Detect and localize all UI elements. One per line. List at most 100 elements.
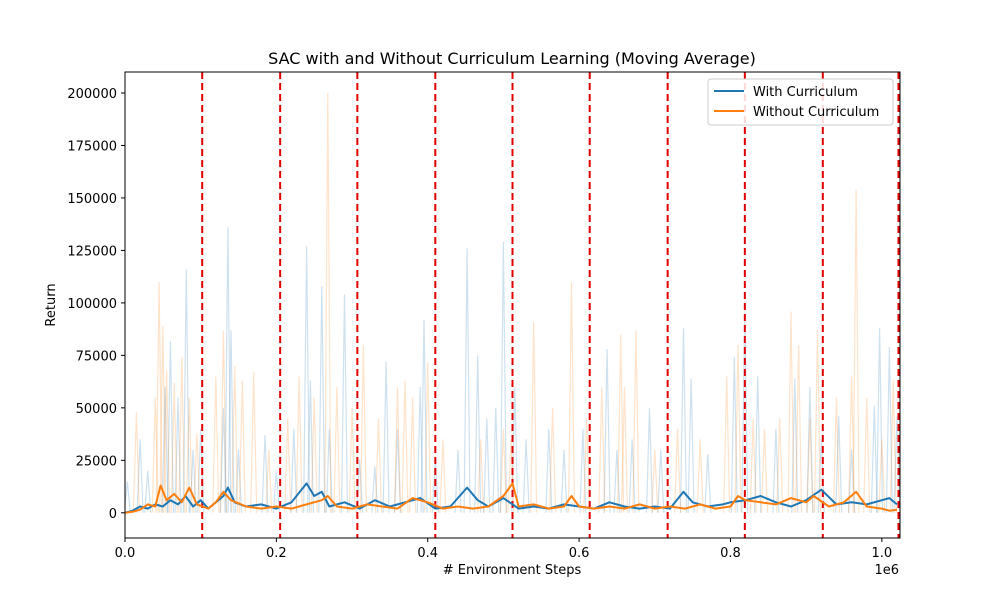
raw-peak-0-46	[704, 453, 712, 513]
raw-peak-0-39	[603, 349, 611, 513]
raw-peak-1-27	[439, 439, 447, 513]
raw-peak-0-36	[545, 428, 553, 513]
x-tick-label-0: 0.0	[115, 546, 136, 561]
raw-peak-0-55	[848, 449, 856, 513]
y-tick-label-3: 75000	[76, 349, 117, 364]
raw-peak-1-51	[832, 397, 840, 513]
raw-peak-1-39	[651, 449, 659, 513]
raw-peak-1-13	[250, 372, 258, 513]
raw-peak-1-22	[374, 418, 383, 513]
raw-peak-1-6	[178, 357, 186, 513]
raw-peak-1-45	[760, 428, 769, 513]
raw-peak-0-28	[454, 449, 462, 513]
raw-peak-1-43	[734, 344, 742, 513]
raw-peak-1-31	[530, 321, 538, 513]
raw-peak-0-32	[492, 407, 500, 513]
raw-peak-1-18	[324, 92, 332, 513]
raw-peak-1-47	[787, 311, 795, 513]
raw-peak-1-35	[598, 386, 606, 513]
raw-peak-1-32	[549, 407, 557, 513]
raw-peak-0-57	[876, 328, 884, 513]
moving-average-layer	[125, 482, 898, 514]
raw-peak-0-19	[325, 428, 333, 513]
raw-peak-0-17	[306, 380, 314, 513]
raw-peak-1-56	[889, 380, 897, 513]
legend-label-with-curriculum: With Curriculum	[753, 85, 858, 100]
y-tick-label-0: 0	[109, 507, 117, 522]
legend-label-without-curriculum: Without Curriculum	[753, 105, 879, 120]
raw-peak-0-44	[679, 328, 688, 513]
raw-peak-0-41	[628, 439, 636, 513]
raw-peak-0-5	[174, 397, 182, 513]
raw-peak-0-52	[806, 386, 814, 513]
y-tick-label-1: 25000	[76, 454, 117, 469]
raw-peak-1-21	[359, 344, 367, 513]
raw-peak-0-9	[219, 407, 227, 513]
raw-peak-0-48	[741, 313, 749, 513]
raw-peak-0-24	[393, 428, 402, 513]
raw-peak-0-33	[499, 241, 507, 513]
raw-peak-1-12	[238, 380, 246, 513]
x-axis-label: # Environment Steps	[443, 563, 582, 578]
raw-peak-0-12	[234, 449, 243, 513]
raw-peak-0-6	[182, 269, 190, 513]
raw-peak-1-0	[132, 412, 140, 513]
raw-peak-0-31	[483, 418, 491, 513]
raw-peak-0-16	[303, 246, 311, 513]
raw-peak-0-22	[371, 466, 379, 513]
raw-peak-1-4	[163, 370, 171, 513]
raw-peak-1-23	[393, 386, 402, 513]
raw-peak-0-47	[730, 357, 738, 513]
raw-peak-1-52	[848, 376, 856, 513]
raw-peak-1-8	[193, 432, 201, 513]
x-tick-label-3: 0.6	[569, 546, 590, 561]
raw-peak-0-49	[754, 376, 762, 513]
raw-peak-0-3	[161, 386, 169, 513]
plot-frame	[124, 71, 901, 539]
raw-peak-0-43	[657, 449, 665, 513]
raw-peak-1-14	[265, 449, 273, 513]
raw-peak-1-9	[212, 376, 220, 513]
raw-peak-1-20	[348, 407, 356, 513]
raw-peak-0-2	[144, 470, 152, 513]
raw-peak-0-25	[416, 386, 424, 513]
raw-peak-1-19	[333, 386, 341, 513]
raw-peak-1-11	[231, 365, 239, 513]
y-tick-label-2: 50000	[76, 402, 117, 417]
x-tick-label-1: 0.2	[266, 546, 287, 561]
raw-peak-1-5	[170, 382, 178, 513]
y-tick-label-8: 200000	[67, 87, 117, 102]
series-line-0	[125, 482, 898, 514]
raw-peak-0-18	[318, 286, 326, 513]
x-axis-ticks: 0.0 0.2 0.4 0.6 0.8 1.0	[115, 538, 892, 561]
raw-peak-1-24	[401, 380, 409, 513]
raw-peak-1-49	[806, 418, 814, 513]
raw-peak-1-40	[673, 428, 682, 513]
raw-peak-1-55	[878, 439, 886, 513]
raw-peak-1-25	[409, 397, 417, 513]
raw-peak-0-37	[560, 449, 568, 513]
x-tick-label-2: 0.4	[417, 546, 438, 561]
raw-peak-0-23	[382, 361, 390, 513]
raw-peak-1-17	[310, 397, 318, 513]
curriculum-boundaries-layer	[201, 72, 900, 538]
raw-peak-1-38	[632, 330, 640, 513]
raw-peak-1-42	[723, 376, 731, 513]
raw-peak-1-3	[159, 325, 167, 513]
raw-peak-0-35	[522, 439, 530, 513]
raw-peak-1-7	[185, 397, 193, 513]
series-line-1	[125, 482, 898, 514]
legend-box	[707, 78, 894, 126]
raw-peak-0-54	[835, 416, 843, 513]
raw-peak-1-16	[295, 376, 303, 513]
raw-peak-1-48	[795, 344, 803, 513]
raw-peak-0-29	[463, 248, 471, 513]
raw-peak-1-37	[620, 386, 629, 513]
raw-peak-0-51	[791, 378, 799, 513]
raw-peak-0-30	[474, 355, 482, 513]
raw-peak-0-40	[613, 449, 621, 513]
raw-peak-1-29	[499, 428, 507, 513]
raw-peak-1-36	[617, 334, 625, 513]
raw-peak-0-1	[136, 439, 144, 513]
